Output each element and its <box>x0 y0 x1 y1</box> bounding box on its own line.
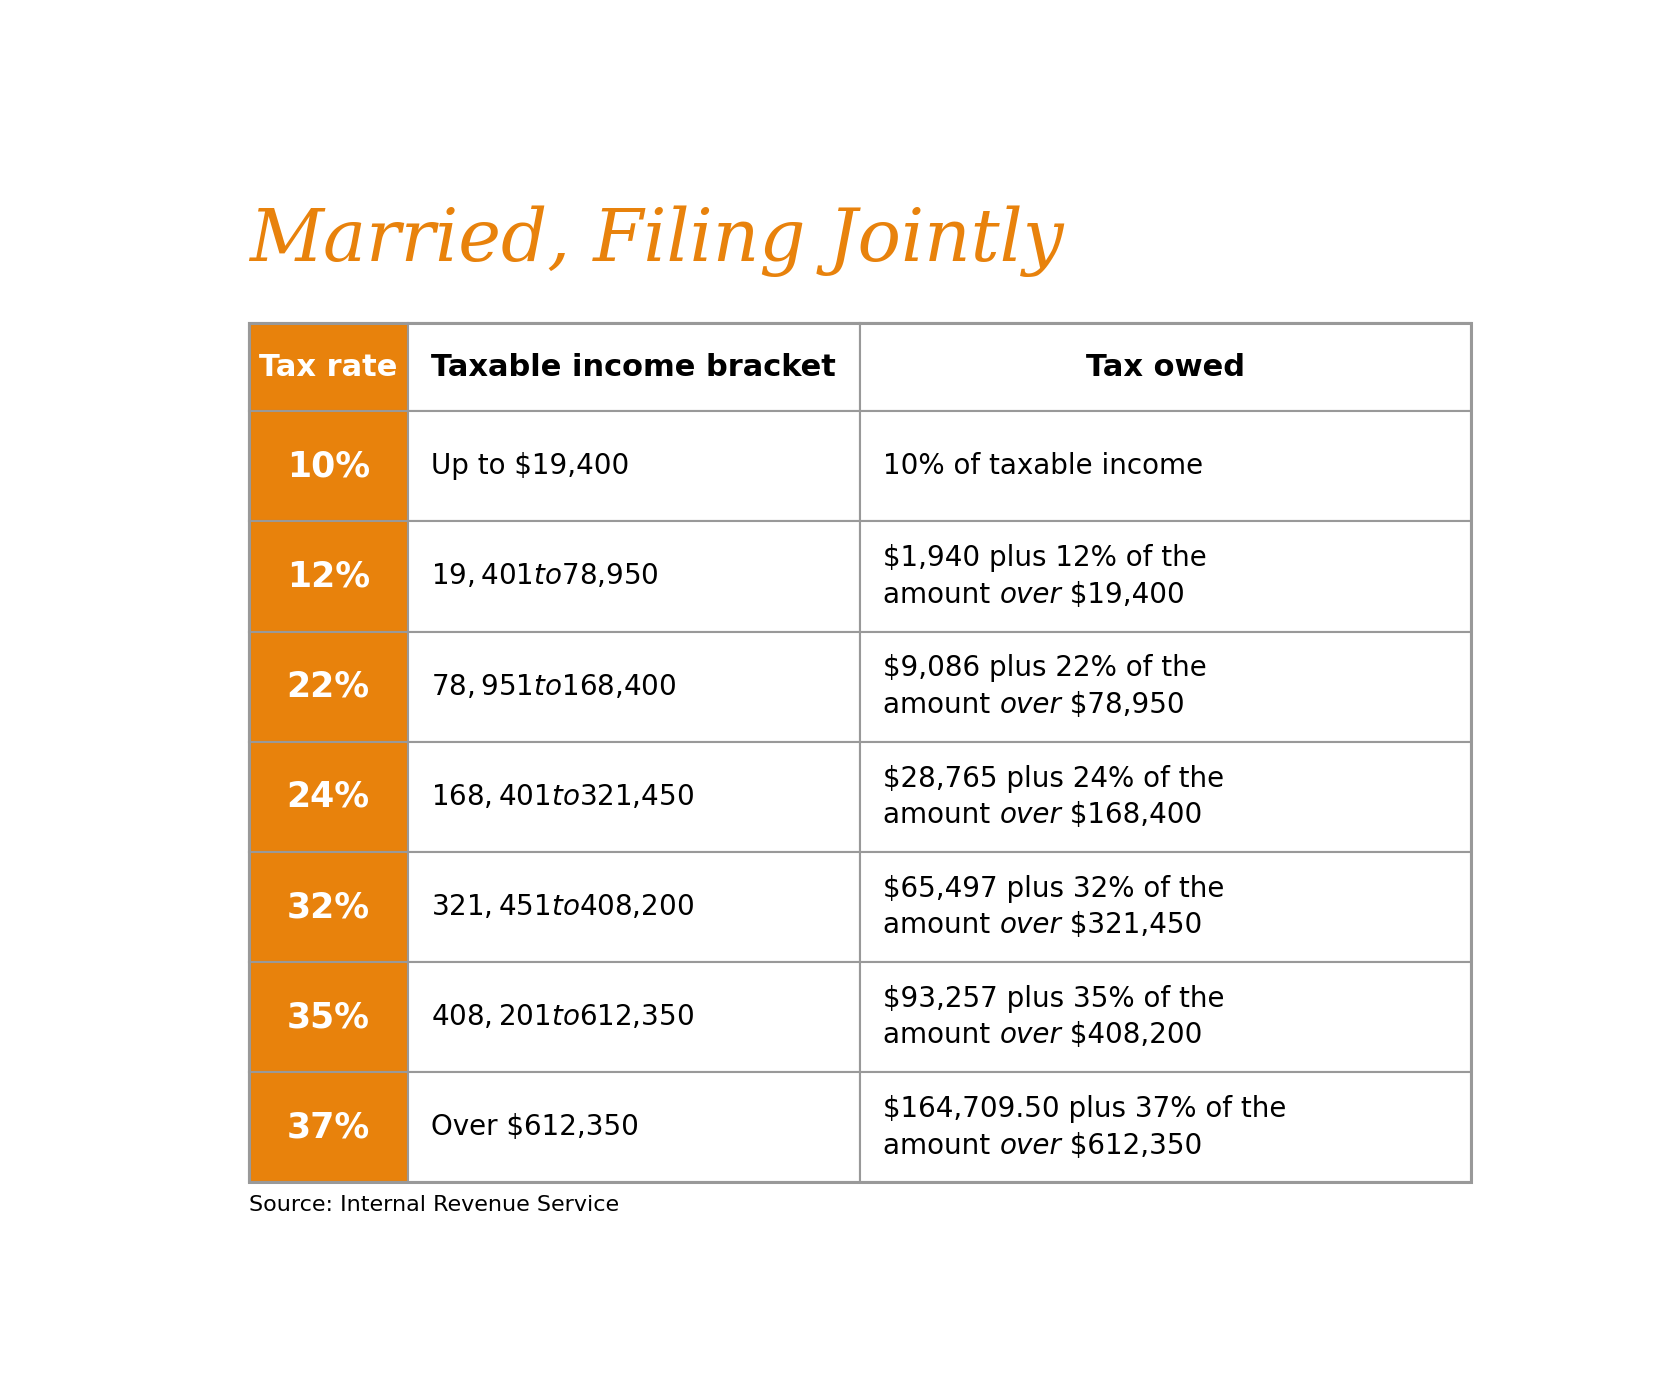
Text: $19,401 to $78,950: $19,401 to $78,950 <box>431 562 659 590</box>
Bar <box>248 852 408 963</box>
Text: 10% of taxable income: 10% of taxable income <box>883 452 1203 480</box>
Bar <box>408 632 859 742</box>
Text: amount: amount <box>883 911 1000 939</box>
Text: over: over <box>1000 691 1060 718</box>
Bar <box>859 852 1472 963</box>
Bar <box>859 412 1472 522</box>
Bar <box>859 742 1472 852</box>
Text: 12%: 12% <box>287 559 369 593</box>
Text: Taxable income bracket: Taxable income bracket <box>431 353 836 382</box>
Bar <box>408 324 859 412</box>
Text: amount: amount <box>883 691 1000 718</box>
Text: $321,450: $321,450 <box>1060 911 1203 939</box>
Text: $408,201 to $612,350: $408,201 to $612,350 <box>431 1003 695 1031</box>
Bar <box>248 742 408 852</box>
Bar <box>248 324 1472 1183</box>
Text: $408,200: $408,200 <box>1060 1021 1203 1049</box>
Bar <box>408 522 859 632</box>
Text: over: over <box>1000 801 1060 829</box>
Text: $65,497 plus 32% of the: $65,497 plus 32% of the <box>883 875 1225 903</box>
Bar <box>859 522 1472 632</box>
Text: $168,401 to $321,450: $168,401 to $321,450 <box>431 783 695 810</box>
Text: $164,709.50 plus 37% of the: $164,709.50 plus 37% of the <box>883 1095 1287 1123</box>
Text: over: over <box>1000 580 1060 608</box>
Bar <box>248 522 408 632</box>
Text: 10%: 10% <box>287 449 369 483</box>
Text: $78,951 to $168,400: $78,951 to $168,400 <box>431 672 676 700</box>
Bar <box>248 632 408 742</box>
Bar <box>408 852 859 963</box>
Bar <box>859 1073 1472 1183</box>
Text: amount: amount <box>883 1131 1000 1159</box>
Text: $93,257 plus 35% of the: $93,257 plus 35% of the <box>883 985 1225 1013</box>
Text: amount: amount <box>883 1021 1000 1049</box>
Text: Source: Internal Revenue Service: Source: Internal Revenue Service <box>248 1196 619 1215</box>
Text: $28,765 plus 24% of the: $28,765 plus 24% of the <box>883 764 1225 792</box>
Text: 22%: 22% <box>287 670 369 703</box>
Bar <box>408 742 859 852</box>
Text: Tax rate: Tax rate <box>258 353 398 382</box>
Text: over: over <box>1000 1131 1060 1159</box>
Text: Married, Filing Jointly: Married, Filing Jointly <box>248 205 1064 276</box>
Text: Tax owed: Tax owed <box>1086 353 1245 382</box>
Text: over: over <box>1000 1021 1060 1049</box>
Text: amount: amount <box>883 580 1000 608</box>
Bar <box>248 324 408 412</box>
Bar <box>248 1073 408 1183</box>
Text: $1,940 plus 12% of the: $1,940 plus 12% of the <box>883 544 1206 572</box>
Text: 24%: 24% <box>287 780 369 813</box>
Text: $612,350: $612,350 <box>1060 1131 1203 1159</box>
Text: $19,400: $19,400 <box>1060 580 1185 608</box>
Bar <box>408 412 859 522</box>
Text: over: over <box>1000 911 1060 939</box>
Bar <box>408 1073 859 1183</box>
Bar <box>408 963 859 1073</box>
Text: 37%: 37% <box>287 1110 369 1144</box>
Text: 35%: 35% <box>287 1000 369 1034</box>
Text: $168,400: $168,400 <box>1060 801 1203 829</box>
Text: $78,950: $78,950 <box>1060 691 1185 718</box>
Bar <box>248 963 408 1073</box>
Text: amount: amount <box>883 801 1000 829</box>
Bar <box>859 963 1472 1073</box>
Text: $321,451 to $408,200: $321,451 to $408,200 <box>431 893 695 921</box>
Text: Up to $19,400: Up to $19,400 <box>431 452 629 480</box>
Bar <box>859 632 1472 742</box>
Bar <box>248 412 408 522</box>
Bar <box>859 324 1472 412</box>
Text: Over $612,350: Over $612,350 <box>431 1113 639 1141</box>
Text: 32%: 32% <box>287 890 369 923</box>
Text: $9,086 plus 22% of the: $9,086 plus 22% of the <box>883 654 1206 682</box>
